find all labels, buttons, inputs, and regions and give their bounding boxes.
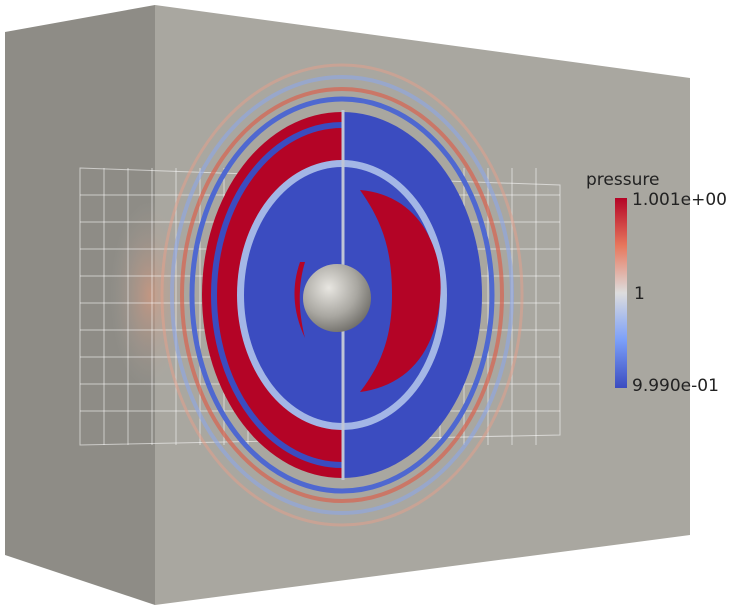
visualization: pressure 1.001e+00 1 9.990e-01 <box>0 0 743 608</box>
legend-label: 1 <box>634 284 645 304</box>
legend-label: 1.001e+00 <box>632 190 727 210</box>
sphere <box>303 264 371 332</box>
legend-label: 9.990e-01 <box>632 376 719 396</box>
legend-title: pressure <box>586 170 659 190</box>
color-bar <box>615 198 627 388</box>
